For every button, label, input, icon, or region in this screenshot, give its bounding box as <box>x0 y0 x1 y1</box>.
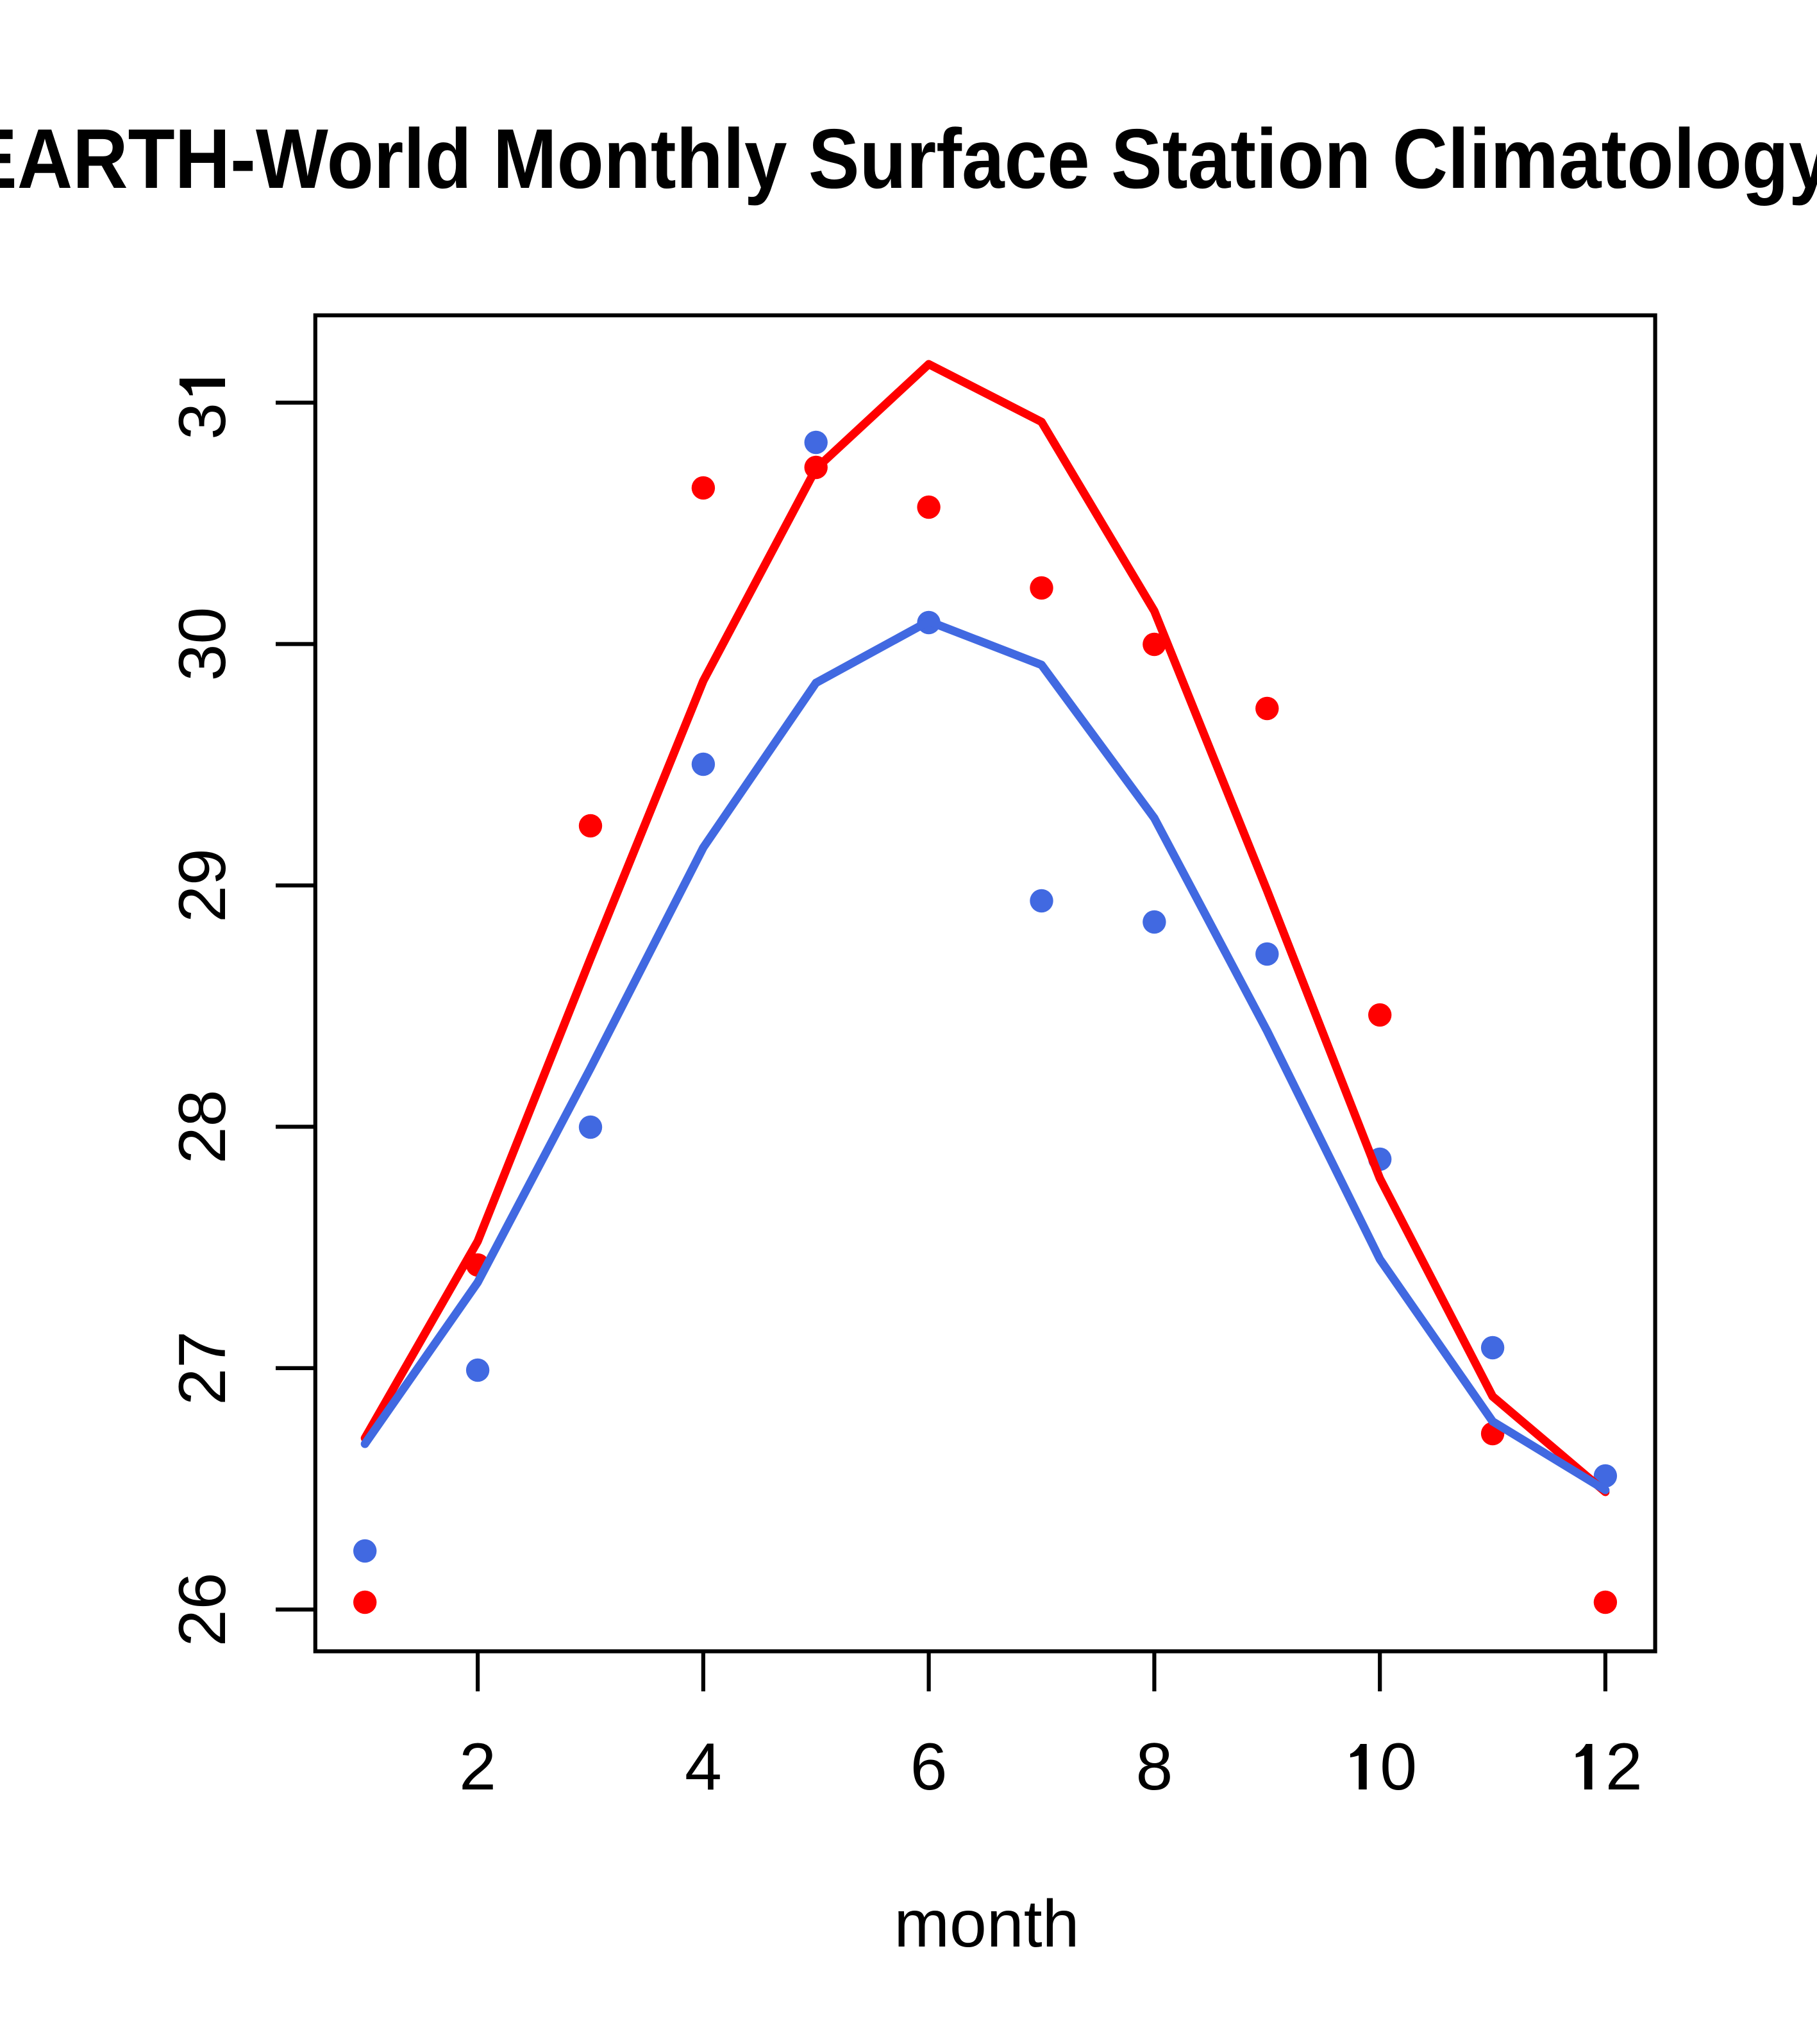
svg-text:30: 30 <box>165 607 240 682</box>
svg-text:EARTH-World Monthly Surface St: EARTH-World Monthly Surface Station Clim… <box>0 112 1817 206</box>
svg-text:4: 4 <box>685 1730 722 1804</box>
svg-text:27: 27 <box>165 1331 240 1405</box>
svg-text:0: 0 <box>1380 1730 1417 1804</box>
svg-text:26: 26 <box>165 1573 240 1647</box>
svg-text:6: 6 <box>910 1730 948 1804</box>
svg-text:month: month <box>894 1887 1079 1961</box>
svg-text:8: 8 <box>1135 1730 1173 1804</box>
svg-text:29: 29 <box>165 848 240 923</box>
svg-text:28: 28 <box>165 1090 240 1164</box>
svg-text:2: 2 <box>459 1730 496 1804</box>
svg-text:3: 3 <box>165 403 240 440</box>
svg-text:2: 2 <box>1605 1730 1643 1804</box>
